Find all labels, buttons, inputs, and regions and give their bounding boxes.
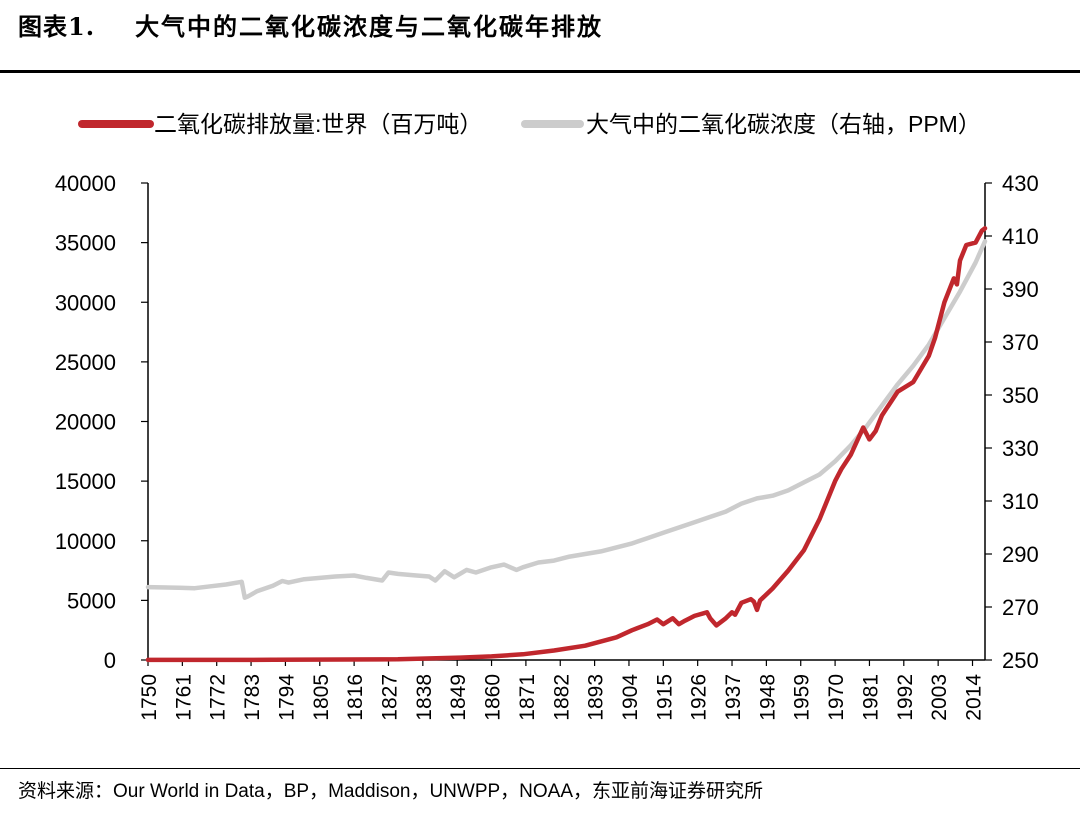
right-tick-label: 370 — [1002, 330, 1039, 355]
x-tick-label: 2003 — [928, 674, 951, 721]
right-tick-label: 410 — [1002, 224, 1039, 249]
x-tick-label: 1783 — [241, 674, 264, 721]
series-line-emissions — [145, 226, 988, 663]
x-tick-label: 1750 — [138, 674, 161, 721]
right-tick-label: 270 — [1002, 595, 1039, 620]
right-tick-label: 310 — [1002, 489, 1039, 514]
figure-title: 大气中的二氧化碳浓度与二氧化碳年排放 — [135, 11, 604, 41]
x-tick-label: 1860 — [482, 674, 505, 721]
figure-label: 图表1. — [18, 11, 96, 41]
x-tick-label: 2014 — [963, 674, 986, 721]
left-tick-label: 15000 — [55, 469, 116, 494]
x-tick-label: 1871 — [516, 674, 539, 721]
source-label: 资料来源： — [18, 780, 114, 802]
x-tick-label: 1816 — [344, 674, 367, 721]
top-divider — [0, 70, 1080, 73]
axes: 0 5000 10000 15000 20000 25000 30000 35000 40000… — [55, 171, 1039, 721]
left-tick-label: 35000 — [55, 231, 116, 256]
legend: 二氧化碳排放量:世界（百万吨） 大气中的二氧化碳浓度（右轴，PPM） — [78, 111, 981, 137]
right-tick-label: 330 — [1002, 436, 1039, 461]
source-note: 资料来源：Our World in Data，BP，Maddison，UNWPP… — [18, 776, 763, 803]
x-tick-label: 1926 — [688, 674, 711, 721]
x-tick-label: 1904 — [619, 674, 642, 721]
x-tick-label: 1761 — [172, 674, 195, 721]
chart-area: 二氧化碳排放量:世界（百万吨） 大气中的二氧化碳浓度（右轴，PPM） 0 5000 1… — [55, 111, 1039, 721]
x-tick-label: 1772 — [207, 674, 230, 721]
right-tick-label: 290 — [1002, 542, 1039, 567]
right-tick-label: 350 — [1002, 383, 1039, 408]
left-tick-label: 40000 — [55, 171, 116, 196]
x-tick-label: 1959 — [791, 674, 814, 721]
left-tick-label: 25000 — [55, 350, 116, 375]
x-tick-label: 1992 — [894, 674, 917, 721]
figure-header: 图表1. 大气中的二氧化碳浓度与二氧化碳年排放 — [18, 4, 603, 44]
left-tick-label: 0 — [104, 648, 116, 673]
series-layer — [145, 226, 988, 663]
x-tick-label: 1915 — [653, 674, 676, 721]
x-tick-label: 1893 — [585, 674, 608, 721]
legend-label: 二氧化碳排放量:世界（百万吨） — [154, 111, 482, 137]
x-tick-label: 1805 — [310, 674, 333, 721]
x-tick-label: 1937 — [722, 674, 745, 721]
right-tick-label: 430 — [1002, 171, 1039, 196]
right-tick-label: 250 — [1002, 648, 1039, 673]
x-tick-label: 1794 — [275, 674, 298, 721]
x-tick-label: 1882 — [550, 674, 573, 721]
legend-item-concentration: 大气中的二氧化碳浓度（右轴，PPM） — [521, 111, 981, 137]
x-tick-label: 1948 — [756, 674, 779, 721]
left-tick-label: 20000 — [55, 410, 116, 435]
x-tick-label: 1827 — [378, 674, 401, 721]
left-tick-label: 5000 — [67, 588, 116, 613]
right-tick-label: 390 — [1002, 277, 1039, 302]
source-text: Our World in Data，BP，Maddison，UNWPP，NOAA… — [113, 781, 764, 802]
series-line-concentration — [145, 239, 988, 600]
bottom-divider — [0, 768, 1080, 769]
x-tick-label: 1838 — [413, 674, 436, 721]
legend-label: 大气中的二氧化碳浓度（右轴，PPM） — [586, 111, 981, 137]
left-tick-label: 30000 — [55, 290, 116, 315]
x-tick-label: 1849 — [447, 674, 470, 721]
left-tick-label: 10000 — [55, 529, 116, 554]
x-tick-label: 1981 — [859, 674, 882, 721]
legend-item-emissions: 二氧化碳排放量:世界（百万吨） — [78, 111, 482, 137]
x-tick-label: 1970 — [825, 674, 848, 721]
